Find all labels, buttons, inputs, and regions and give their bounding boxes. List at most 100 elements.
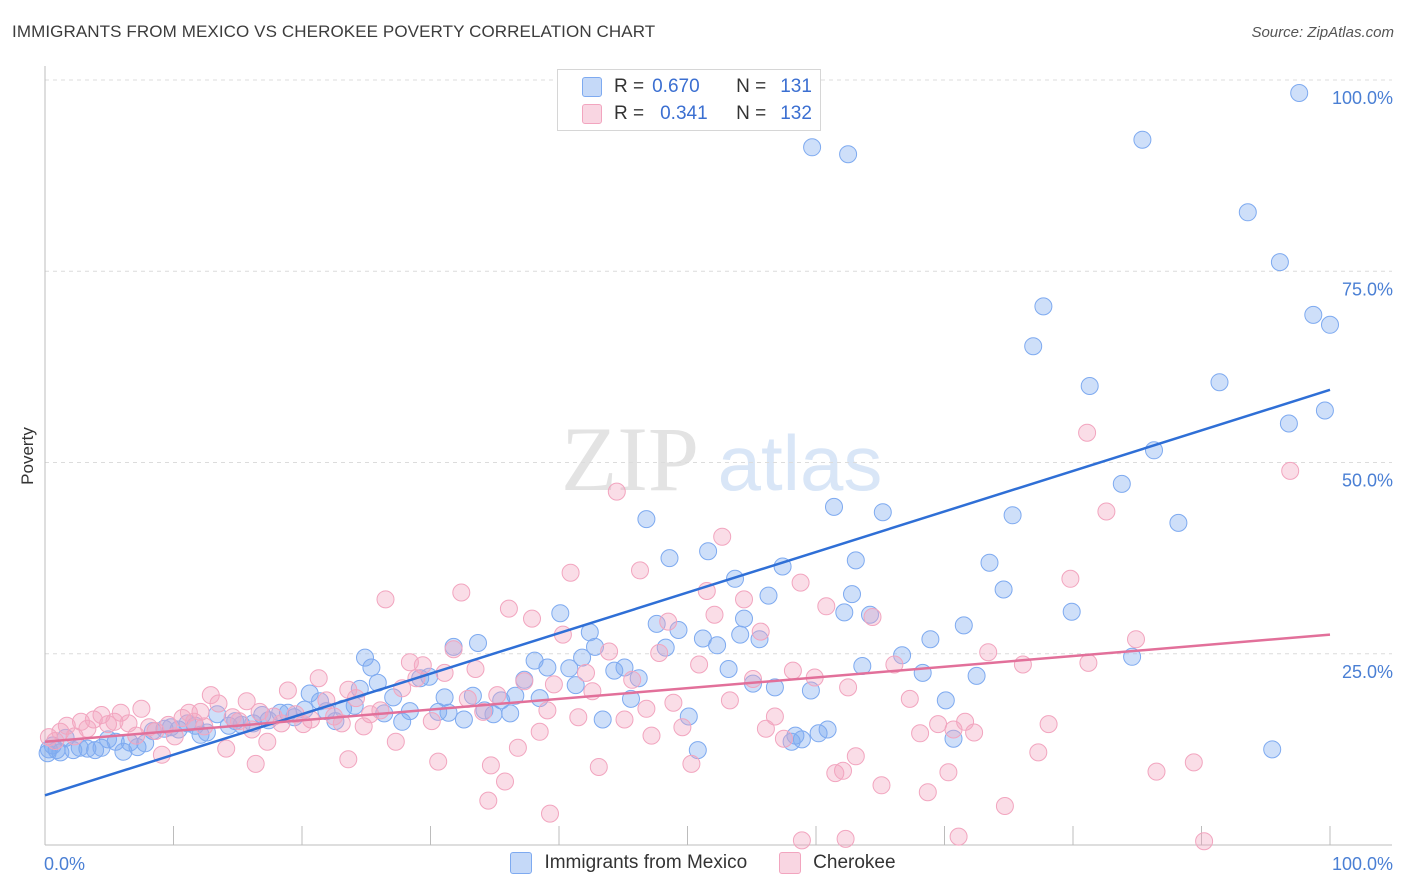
legend-row-mexico: R = 0.670 N = 131	[582, 75, 812, 99]
y-tick-labels: 25.0% 50.0% 75.0% 100.0%	[1332, 88, 1393, 682]
point-mexico	[861, 605, 879, 624]
point-mexico	[954, 616, 973, 635]
point-cherokee	[561, 563, 580, 582]
point-cherokee	[744, 670, 762, 688]
point-mexico	[936, 691, 955, 710]
point-cherokee	[929, 715, 948, 734]
point-cherokee	[191, 702, 210, 721]
point-cherokee	[339, 750, 358, 769]
point-cherokee	[600, 642, 619, 661]
legend-swatch-mexico	[582, 77, 602, 97]
trend-line-cherokee	[44, 633, 1331, 743]
legend-n-value: 131	[780, 76, 812, 97]
point-mexico	[560, 659, 579, 678]
legend-r-label: R =	[614, 76, 645, 97]
point-cherokee	[544, 675, 563, 694]
point-mexico	[809, 724, 828, 743]
series-swatch-cherokee	[779, 852, 802, 874]
point-mexico	[699, 542, 718, 561]
point-cherokee	[530, 722, 549, 741]
axes	[44, 66, 1392, 846]
point-mexico	[435, 688, 454, 707]
point-mexico	[501, 704, 520, 723]
point-mexico	[719, 660, 738, 678]
point-cherokee	[756, 719, 775, 738]
point-mexico	[586, 637, 604, 656]
point-cherokee	[637, 699, 656, 718]
point-cherokee	[791, 573, 810, 592]
point-mexico	[825, 497, 843, 516]
point-cherokee	[774, 729, 793, 748]
point-mexico	[647, 614, 666, 633]
legend-r-label: R =	[614, 103, 645, 124]
x-ticks	[44, 826, 1331, 845]
series-legend-item-cherokee: Cherokee	[779, 852, 896, 874]
point-cherokee	[783, 661, 802, 680]
point-cherokee	[479, 791, 498, 810]
x-tick-label-max: 100.0%	[1332, 854, 1393, 874]
point-cherokee	[309, 669, 328, 688]
point-mexico	[605, 661, 624, 680]
point-mexico	[114, 742, 133, 761]
point-cherokee	[577, 663, 595, 682]
y-tick-label: 75.0%	[1342, 279, 1393, 299]
series-swatch-mexico	[510, 852, 533, 874]
point-cherokee	[481, 756, 500, 775]
point-cherokee	[499, 599, 518, 618]
legend-r-value: 0.670	[652, 76, 700, 97]
point-mexico	[792, 730, 811, 749]
point-cherokee	[642, 726, 661, 745]
point-mexico	[637, 510, 656, 529]
point-mexico	[1024, 337, 1043, 356]
point-cherokee	[846, 747, 865, 766]
point-mexico	[629, 669, 648, 688]
point-mexico	[967, 666, 986, 685]
point-mexico	[750, 630, 769, 649]
point-mexico	[463, 686, 482, 705]
point-mexico	[300, 684, 319, 703]
point-cherokee	[682, 754, 701, 773]
point-cherokee	[817, 597, 836, 616]
point-mexico	[393, 712, 412, 731]
point-mexico	[1238, 203, 1257, 222]
point-cherokee	[105, 712, 124, 731]
watermark-zip: ZIP	[561, 408, 699, 510]
point-cherokee	[111, 703, 130, 722]
point-cherokee	[839, 678, 858, 697]
y-tick-label: 25.0%	[1342, 662, 1393, 682]
point-cherokee	[1184, 753, 1203, 772]
trend-line-mexico	[44, 388, 1331, 797]
point-cherokee	[444, 640, 463, 659]
point-mexico	[994, 580, 1013, 599]
point-mexico	[469, 634, 487, 652]
y-tick-label: 50.0%	[1342, 471, 1393, 491]
point-cherokee	[515, 672, 534, 691]
point-mexico	[566, 676, 585, 695]
point-cherokee	[376, 590, 395, 609]
point-cherokee	[659, 612, 678, 631]
point-mexico	[1169, 513, 1188, 532]
point-cherokee	[246, 754, 265, 773]
point-mexico	[803, 138, 822, 157]
point-mexico	[106, 732, 125, 751]
point-mexico	[893, 646, 912, 665]
point-mexico	[1290, 84, 1309, 102]
legend-n-label: N =	[736, 103, 767, 124]
point-mexico	[1321, 315, 1339, 334]
chart-title: IMMIGRANTS FROM MEXICO VS CHEROKEE POVER…	[12, 22, 656, 41]
point-mexico	[362, 658, 381, 677]
point-mexico	[835, 603, 854, 622]
point-mexico	[679, 707, 698, 726]
point-mexico	[538, 658, 557, 677]
point-mexico	[1133, 130, 1152, 149]
point-cherokee	[569, 708, 588, 727]
point-cherokee	[1127, 630, 1145, 649]
point-cherokee	[690, 655, 709, 674]
point-cherokee	[488, 686, 507, 705]
point-mexico	[735, 609, 753, 628]
point-cherokee	[918, 783, 937, 802]
point-mexico	[593, 710, 612, 729]
point-mexico	[1304, 305, 1323, 324]
point-cherokee	[195, 717, 214, 736]
